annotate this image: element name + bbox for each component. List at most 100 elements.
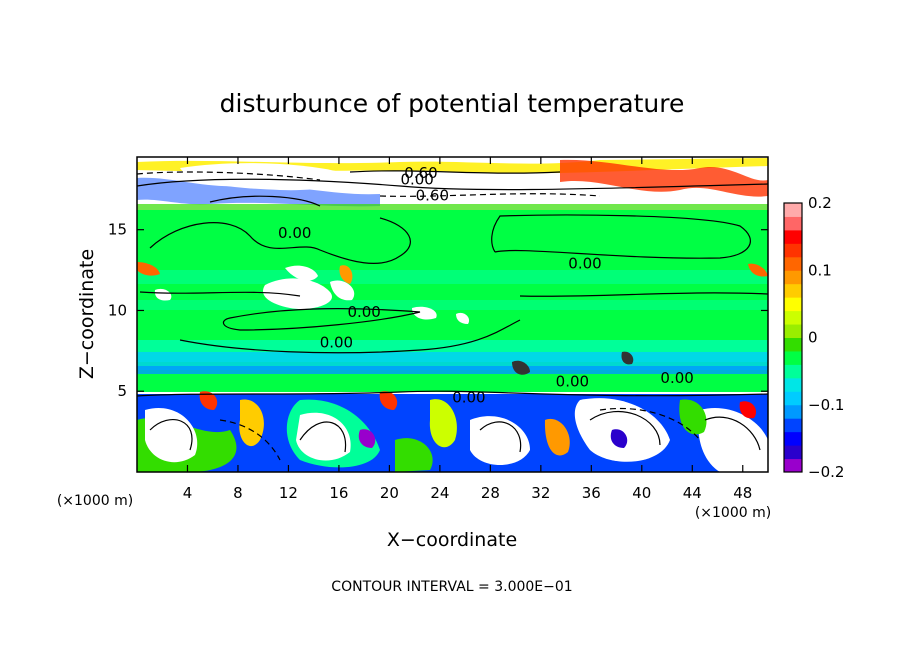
- contour-label: 0.00: [660, 369, 693, 387]
- colorbar-swatch: [784, 458, 802, 473]
- colorbar-swatch: [784, 297, 802, 312]
- x-tick-label: 20: [380, 484, 399, 502]
- x-axis-label: X−coordinate: [387, 529, 517, 551]
- colorbar-swatch: [784, 404, 802, 419]
- colorbar: 0.2 0.1 0 −0.1 −0.2: [783, 194, 844, 481]
- x-tick-label: 40: [632, 484, 651, 502]
- x-axis-unit-right: (×1000 m): [695, 505, 771, 521]
- y-axis: 5 10 15: [108, 221, 768, 400]
- lower-yellow-swirl-3: [544, 418, 570, 456]
- lower-purple-spot-2: [610, 429, 628, 448]
- x-tick-label: 28: [481, 484, 500, 502]
- colorbar-swatch: [784, 216, 802, 231]
- upper-band-blue-streak: [137, 177, 380, 207]
- contour-upper-dashed: [137, 171, 601, 197]
- y-tick-label: 15: [108, 221, 127, 239]
- contour-labels: 0.600.000.600.000.000.000.000.000.00 0.00: [278, 164, 694, 407]
- contour-interval-note: CONTOUR INTERVAL = 3.000E−01: [331, 579, 572, 595]
- colorbar-swatch: [784, 350, 802, 365]
- x-tick-label: 48: [733, 484, 752, 502]
- contour-lower-2: [149, 410, 761, 453]
- contour-label: 0.00: [452, 389, 485, 407]
- colorbar-swatch: [784, 377, 802, 392]
- contour-label: 0.00: [568, 254, 601, 272]
- y-tick-label: 10: [108, 301, 127, 319]
- contour-middle-2: [491, 214, 751, 259]
- contour-upper-1: [137, 178, 768, 191]
- middle-dark-spot: [512, 360, 530, 375]
- plot-area: 0.600.000.600.000.000.000.000.000.00 0.00: [137, 157, 768, 472]
- colorbar-swatch: [784, 364, 802, 379]
- lower-red-spot-2: [379, 391, 398, 410]
- colorbar-swatch: [784, 445, 802, 460]
- contour-label: 0.60: [416, 187, 449, 205]
- contour-upper-3: [349, 170, 561, 174]
- colorbar-frame: [783, 202, 803, 473]
- contour-upper-2: [209, 195, 321, 207]
- middle-orange-spot-2: [137, 262, 160, 276]
- lower-red-spot-1: [199, 391, 218, 410]
- y-axis-label: Z−coordinate: [76, 249, 98, 379]
- middle-band: [137, 210, 768, 392]
- middle-orange-spot-1: [339, 265, 353, 284]
- colorbar-swatch: [784, 324, 802, 338]
- middle-white-patch-1: [262, 278, 332, 310]
- colorbar-swatch: [784, 203, 802, 217]
- colorbar-swatch: [784, 431, 802, 446]
- lower-purple-spot-1: [358, 429, 376, 448]
- x-tick-label: 32: [531, 484, 550, 502]
- contour-label: 0.60: [404, 164, 437, 182]
- x-axis: 4 8 12 16 20 24 28 32 36 40 44 48: [183, 157, 752, 502]
- contour-label: 0.00: [400, 170, 433, 188]
- colorbar-swatch: [784, 391, 802, 406]
- colorbar-swatch: [784, 270, 802, 285]
- colorbar-tick-label: 0.1: [808, 261, 832, 279]
- colorbar-tick-label: 0.2: [808, 194, 832, 212]
- y-tick-label: 5: [117, 382, 127, 400]
- x-tick-label: 8: [233, 484, 243, 502]
- plot-frame: [136, 156, 769, 473]
- middle-green-light-stripe-2: [137, 300, 768, 310]
- lower-band: [137, 391, 768, 472]
- x-tick-label: 36: [582, 484, 601, 502]
- middle-white-patch-2: [285, 265, 318, 281]
- lower-green-swirl-4: [679, 399, 707, 435]
- colorbar-swatch: [784, 310, 802, 325]
- middle-cyan-band-2: [137, 352, 768, 370]
- lower-green-swirl-3: [395, 438, 433, 472]
- contour-middle-5: [139, 291, 768, 297]
- upper-band-red-streak: [560, 159, 768, 197]
- colorbar-swatch: [784, 229, 802, 244]
- colorbar-swatch: [784, 418, 802, 433]
- lower-red-spot-3: [739, 401, 757, 419]
- contour-middle-3: [222, 308, 421, 331]
- x-tick-label: 4: [183, 484, 193, 502]
- middle-green-light-stripe: [137, 270, 768, 284]
- middle-white-patch-5: [412, 306, 437, 320]
- middle-white-patch-4: [154, 288, 172, 301]
- contour-lines: [137, 170, 768, 461]
- upper-band-green-strip: [137, 204, 768, 212]
- contour-label: 0.00: [556, 372, 589, 390]
- lower-white-cell-1: [145, 408, 198, 463]
- contour-middle-4: [179, 319, 521, 354]
- contour-lower-dashed: [219, 407, 701, 461]
- contour-label: 0.00: [278, 224, 311, 242]
- x-tick-label: 16: [329, 484, 348, 502]
- contour-lower-1: [137, 390, 768, 397]
- contour-label: 0.00: [347, 303, 380, 321]
- lower-white-cell-5: [698, 408, 768, 472]
- x-tick-label: 24: [430, 484, 449, 502]
- contour-middle-1: [149, 217, 411, 264]
- middle-white-patch-3: [330, 280, 355, 301]
- lower-yellow-swirl-2: [429, 399, 458, 448]
- lower-white-cell-4: [574, 398, 670, 462]
- upper-band: [137, 158, 768, 212]
- x-tick-label: 12: [279, 484, 298, 502]
- colorbar-tick-label: 0: [808, 329, 818, 347]
- middle-blue-band: [137, 366, 768, 376]
- middle-orange-spot-3: [748, 263, 768, 277]
- middle-white-patch-6: [456, 312, 470, 324]
- x-tick-label: 44: [683, 484, 702, 502]
- x-axis-unit-left: (×1000 m): [57, 493, 133, 509]
